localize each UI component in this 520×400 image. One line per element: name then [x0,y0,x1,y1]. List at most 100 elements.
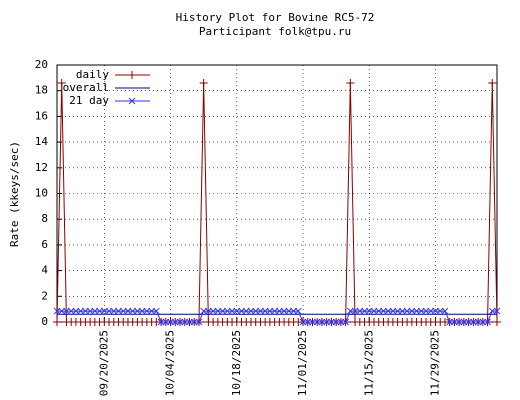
point [271,307,278,315]
point [488,307,496,315]
point [181,318,189,326]
point [488,78,497,87]
y-tick-label: 4 [41,264,48,277]
x-tick-label: 11/29/2025 [428,330,441,396]
point [82,307,89,315]
point [199,78,208,87]
point [436,307,444,315]
point [266,307,274,315]
point [195,318,203,326]
point [57,78,66,87]
point [380,307,387,315]
point [209,307,217,315]
point [100,307,108,315]
x-tick-label: 11/15/2025 [362,330,375,396]
point [228,307,236,315]
point [356,307,364,315]
point [328,318,335,326]
point [280,307,288,315]
point [493,318,501,326]
series-line [57,310,497,323]
point [67,307,75,315]
point [441,307,449,315]
point [171,318,179,326]
point [403,307,411,315]
point [455,318,463,326]
point [332,318,340,326]
point [469,318,477,326]
point [384,307,392,315]
x-tick-label: 11/01/2025 [296,330,309,396]
point [304,318,312,326]
point [299,318,307,326]
point [96,307,103,315]
point [77,307,85,315]
point [422,307,430,315]
point [451,318,458,326]
point [115,307,122,315]
point [484,318,491,326]
point [148,307,155,315]
point [200,307,208,315]
point [63,307,70,315]
y-tick-label: 16 [35,109,48,122]
point [346,78,355,87]
point [58,307,66,315]
point [153,307,160,315]
y-tick-label: 10 [35,187,48,200]
point [86,307,94,315]
point [413,307,420,315]
chart-subtitle: Participant folk@tpu.ru [199,25,351,38]
point [465,318,472,326]
legend-label: 21 day [69,94,109,107]
point [167,318,174,326]
series-line [56,82,498,323]
x-tick-label: 10/04/2025 [164,330,177,396]
point [309,318,316,326]
point [337,318,345,326]
point [417,307,425,315]
point [460,318,468,326]
y-tick-label: 12 [35,161,48,174]
point [389,307,397,315]
point [361,307,368,315]
chart-title: History Plot for Bovine RC5-72 [176,11,375,24]
point [323,318,331,326]
point [143,307,151,315]
point [72,307,80,315]
point [276,307,283,315]
point [408,307,416,315]
point [346,307,354,315]
point [351,307,359,315]
point [285,307,293,315]
point [261,307,269,315]
point [365,307,373,315]
y-tick-label: 6 [41,238,48,251]
point [313,318,321,326]
point [176,318,184,326]
point [119,307,127,315]
x-tick-label: 09/20/2025 [97,330,110,396]
point [91,307,99,315]
point [252,307,260,315]
point [110,307,118,315]
point [446,318,454,326]
point [205,307,212,315]
y-tick-label: 0 [41,315,48,328]
y-tick-label: 18 [35,84,48,97]
point [134,307,141,315]
legend-marker [128,97,136,105]
point [157,318,165,326]
point [53,318,61,326]
point [318,318,326,326]
point [493,307,501,315]
point [375,307,383,315]
point [105,307,113,315]
point [479,318,487,326]
legend-label: daily [76,68,109,81]
point [432,307,439,315]
x-tick-label: 10/18/2025 [230,330,243,396]
point [290,307,297,315]
point [129,307,137,315]
legend-marker [128,71,136,79]
